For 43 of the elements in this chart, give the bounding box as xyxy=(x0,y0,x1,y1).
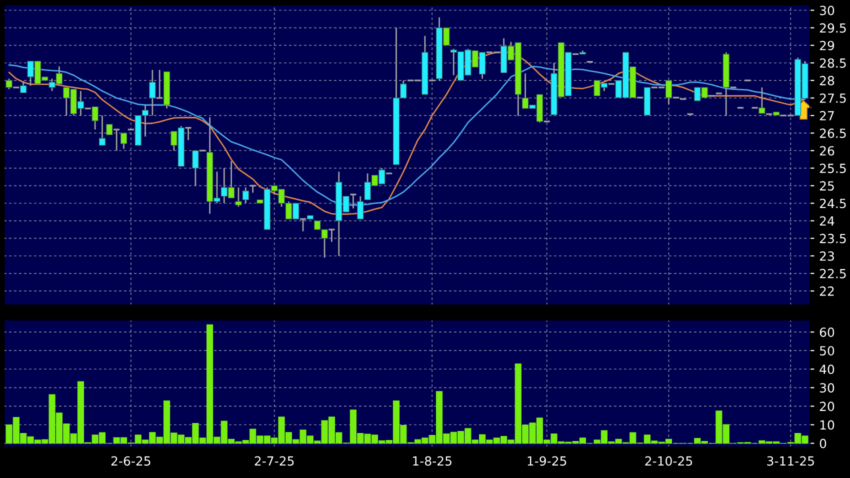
x-tick-label: 3-11-25 xyxy=(767,456,814,466)
candlestick xyxy=(120,132,128,150)
candlestick xyxy=(328,228,336,243)
y-tick-label: 27 xyxy=(820,111,834,120)
y-tick-label: 60 xyxy=(820,328,834,337)
y-tick-label: 50 xyxy=(820,346,834,356)
x-tick-label: 2-10-25 xyxy=(645,456,692,466)
candlestick xyxy=(98,114,106,146)
y-tick-label: 10 xyxy=(820,420,834,430)
y-tick-label: 25 xyxy=(820,181,834,191)
y-tick-label: 40 xyxy=(820,364,834,374)
x-tick-label: 2-7-25 xyxy=(254,456,294,466)
y-tick-label: 26.5 xyxy=(820,128,846,138)
candlestick xyxy=(156,69,164,99)
y-tick-label: 28 xyxy=(820,76,834,86)
y-tick-label: 22.5 xyxy=(820,268,846,278)
candlestick xyxy=(184,126,192,141)
x-tick-label: 2-6-25 xyxy=(111,456,150,466)
y-tick-label: 22 xyxy=(820,286,834,296)
x-tick-label: 1-9-25 xyxy=(528,456,566,466)
candlestick xyxy=(106,124,113,136)
x-tick-label: 1-8-25 xyxy=(413,456,452,466)
candlestick xyxy=(299,218,307,232)
y-tick-label: 30 xyxy=(820,6,834,16)
y-tick-label: 24 xyxy=(820,216,834,226)
candlestick xyxy=(349,194,358,210)
y-tick-label: 29.5 xyxy=(820,23,846,33)
y-tick-label: 30 xyxy=(820,383,834,393)
y-tick-label: 28.5 xyxy=(820,58,846,68)
candlestick xyxy=(112,128,120,152)
y-tick-label: 26 xyxy=(820,146,834,156)
y-tick-label: 25.5 xyxy=(820,164,846,174)
candlestick xyxy=(242,186,249,204)
y-tick-label: 23.5 xyxy=(820,234,846,244)
y-tick-label: 29 xyxy=(820,40,834,50)
y-tick-label: 20 xyxy=(820,402,834,412)
y-tick-label: 23 xyxy=(820,251,834,261)
candlestick xyxy=(357,196,364,220)
y-tick-label: 24.5 xyxy=(820,198,846,208)
y-tick-label: 0 xyxy=(820,438,826,448)
candlestick xyxy=(248,184,257,194)
y-tick-label: 27.5 xyxy=(820,93,846,103)
candlestick xyxy=(235,186,242,208)
